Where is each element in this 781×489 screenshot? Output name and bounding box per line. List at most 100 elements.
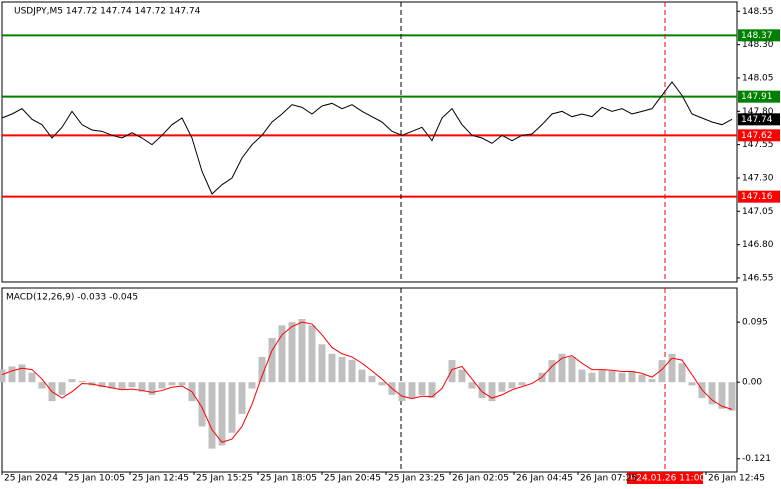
y-tick-label: 0.095 xyxy=(742,318,768,328)
last-label: 147.74 xyxy=(741,115,773,125)
macd-title: MACD(12,26,9) -0.033 -0.045 xyxy=(6,293,138,303)
y-tick-label: 146.55 xyxy=(742,274,774,284)
x-tick-label: 26 Jan 04:45 xyxy=(516,474,573,484)
macd-bar xyxy=(548,360,556,383)
macd-bar xyxy=(598,369,606,383)
macd-bar xyxy=(248,382,256,389)
macd-bar xyxy=(8,366,16,383)
macd-bar xyxy=(358,369,366,383)
macd-bar xyxy=(98,382,106,388)
macd-bar xyxy=(628,370,636,383)
level-label: 148.37 xyxy=(741,31,773,41)
macd-bar xyxy=(648,379,656,383)
macd-bar xyxy=(28,372,36,383)
macd-bar xyxy=(498,382,506,392)
macd-bar xyxy=(158,382,166,389)
macd-bar xyxy=(568,356,576,383)
y-tick-label: 147.80 xyxy=(742,107,774,117)
x-tick-label: 25 Jan 23:25 xyxy=(388,474,445,484)
level-tag xyxy=(738,129,780,142)
macd-bar xyxy=(138,382,146,392)
macd-bar xyxy=(328,353,336,383)
macd-bar xyxy=(708,382,716,405)
y-tick-label: 147.30 xyxy=(742,174,774,184)
level-tag xyxy=(738,190,780,203)
time-label: 2024.01.26 11:00 xyxy=(625,474,706,484)
x-tick-label: 25 Jan 2024 xyxy=(4,474,58,484)
price-panel xyxy=(1,1,738,283)
level-label: 147.91 xyxy=(741,92,773,102)
macd-bar xyxy=(428,382,436,399)
macd-bar xyxy=(78,380,86,383)
macd-bar xyxy=(558,353,566,383)
x-tick-label: 25 Jan 18:05 xyxy=(260,474,317,484)
x-tick-label: 25 Jan 20:45 xyxy=(324,474,381,484)
signal-line xyxy=(1,321,733,443)
macd-bar xyxy=(288,322,296,383)
macd-bar xyxy=(688,382,696,386)
macd-bar xyxy=(488,382,496,402)
macd-bar xyxy=(318,344,326,383)
y-tick-label: 146.80 xyxy=(742,240,774,250)
macd-bar xyxy=(418,382,426,395)
macd-bar xyxy=(168,382,176,386)
macd-bar xyxy=(198,382,206,427)
macd-bar xyxy=(458,369,466,383)
macd-bar xyxy=(258,356,266,383)
y-tick-label: 148.30 xyxy=(742,40,774,50)
macd-bar xyxy=(668,353,676,383)
macd-bar xyxy=(38,382,46,389)
macd-bar xyxy=(608,370,616,383)
y-tick-label: 148.55 xyxy=(742,7,774,17)
macd-bar xyxy=(518,382,526,386)
macd-bar xyxy=(508,382,516,389)
macd-bar xyxy=(658,360,666,383)
x-tick-label: 26 Jan 12:45 xyxy=(708,474,765,484)
macd-bar xyxy=(58,382,66,395)
level-label: 147.62 xyxy=(741,131,773,141)
macd-bar xyxy=(678,363,686,383)
macd-bar xyxy=(338,356,346,383)
macd-bar xyxy=(578,369,586,383)
macd-bar xyxy=(118,382,126,390)
macd-bar xyxy=(638,374,646,383)
x-tick-label: 25 Jan 12:45 xyxy=(132,474,189,484)
macd-bar xyxy=(308,325,316,383)
level-tag xyxy=(738,90,780,103)
x-tick-label: 26 Jan 07:25 xyxy=(580,474,637,484)
chart-title: USDJPY,M5 147.72 147.74 147.72 147.74 xyxy=(14,7,201,17)
y-tick-label: 148.05 xyxy=(742,74,774,84)
level-label: 147.16 xyxy=(741,192,773,202)
y-tick-label: 147.55 xyxy=(742,140,774,150)
x-tick-label: 25 Jan 15:25 xyxy=(196,474,253,484)
macd-bar xyxy=(378,382,386,386)
macd-bar xyxy=(218,382,226,446)
last-tag xyxy=(738,113,780,126)
macd-bar xyxy=(108,382,116,389)
macd-bar xyxy=(268,337,276,383)
macd-bar xyxy=(278,325,286,383)
y-tick-label: -0.121 xyxy=(742,454,771,464)
macd-bar xyxy=(0,369,6,383)
y-tick-label: 147.05 xyxy=(742,207,774,217)
price-line xyxy=(1,81,733,195)
x-tick-label: 25 Jan 10:05 xyxy=(68,474,125,484)
macd-bar xyxy=(448,360,456,383)
macd-bar xyxy=(128,382,136,388)
macd-bar xyxy=(298,318,306,383)
time-tag xyxy=(627,472,703,484)
macd-bar xyxy=(348,360,356,383)
macd-bar xyxy=(18,364,26,383)
y-tick-label: 0.00 xyxy=(742,378,762,388)
macd-bar xyxy=(368,375,376,383)
macd-bar xyxy=(68,379,76,383)
level-tag xyxy=(738,29,780,42)
macd-bar xyxy=(238,382,246,414)
macd-bar xyxy=(478,382,486,399)
macd-bar xyxy=(588,372,596,383)
macd-bar xyxy=(468,382,476,389)
macd-bar xyxy=(718,382,726,409)
macd-bar xyxy=(398,382,406,402)
x-tick-label: 26 Jan 02:05 xyxy=(452,474,509,484)
